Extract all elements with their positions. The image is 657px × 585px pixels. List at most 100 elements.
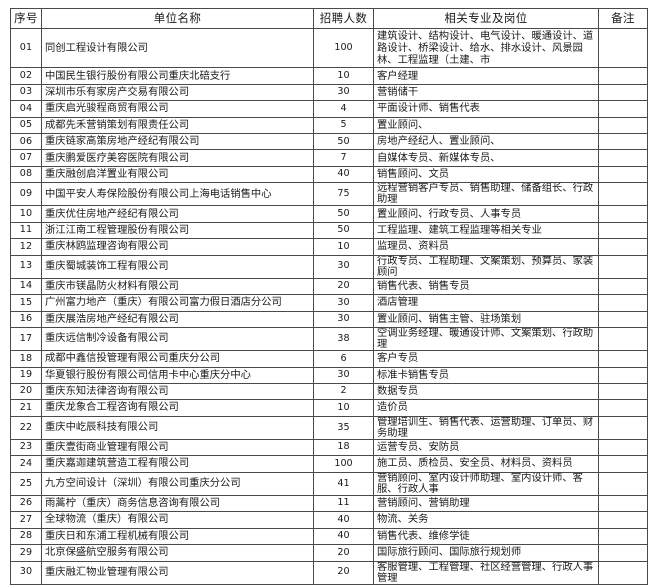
cell-headcount: 100: [313, 27, 374, 69]
cell-company-name: 重庆展浩房地产经纪有限公司: [41, 310, 314, 328]
table-row: 18 成都中鑫信投管理有限公司重庆分公司 6 客户专员: [10, 350, 648, 368]
cell-company-name: 重庆链家高策房地产经纪有限公司: [41, 132, 314, 151]
cell-sequence: 28: [10, 527, 42, 546]
document-page: 序号 单位名称 招聘人数 相关专业及岗位 备注 01 同创工程设计有限公司 100 建…: [10, 8, 648, 585]
table-row: 20 重庆东知法律咨询有限公司 2 数据专员: [10, 382, 648, 401]
cell-headcount: 38: [313, 326, 374, 352]
cell-sequence: 16: [10, 310, 42, 328]
table-row: 26 雨蒿柠（重庆）商务信息咨询有限公司 11 营销顾问、营销助理: [10, 494, 648, 513]
table-row: 16 重庆展浩房地产经纪有限公司 30 置业顾问、销售主管、驻场策划: [10, 310, 648, 328]
cell-remark: [598, 149, 648, 167]
cell-remark: [598, 294, 648, 312]
cell-company-name: 成都先禾营销策划有限责任公司: [41, 116, 314, 134]
cell-sequence: 08: [10, 165, 42, 184]
cell-company-name: 重庆中屹辰科技有限公司: [41, 415, 314, 440]
cell-company-name: 九方空间设计（深圳）有限公司重庆分公司: [41, 471, 314, 496]
cell-sequence: 18: [10, 350, 42, 368]
cell-majors-positions: 置业顾问、销售主管、驻场策划: [373, 310, 599, 328]
cell-headcount: 75: [313, 182, 374, 207]
cell-remark: [598, 116, 648, 134]
cell-majors-positions: 销售顾问、文员: [373, 165, 599, 184]
table-row: 17 重庆远信制冷设备有限公司 38 空调业务经理、暖通设计师、文案策划、行政助理: [10, 326, 648, 352]
cell-remark: [598, 83, 648, 102]
cell-sequence: 30: [10, 560, 42, 585]
cell-sequence: 22: [10, 415, 42, 440]
column-header-count: 招聘人数: [313, 8, 374, 29]
cell-majors-positions: 物流、关务: [373, 511, 599, 529]
cell-sequence: 09: [10, 182, 42, 207]
cell-majors-positions: 房地产经纪人、置业顾问、: [373, 132, 599, 151]
table-row: 01 同创工程设计有限公司 100 建筑设计、结构设计、电气设计、暖通设计、道路设计、…: [10, 27, 648, 69]
cell-remark: [598, 277, 648, 296]
table-row: 15 广州富力地产（重庆）有限公司富力假日酒店分公司 30 酒店管理: [10, 294, 648, 312]
cell-remark: [598, 100, 648, 118]
cell-majors-positions: 行政专员、工程助理、文案策划、预算员、家装顾问: [373, 254, 599, 279]
cell-headcount: 50: [313, 205, 374, 223]
cell-remark: [598, 165, 648, 184]
cell-headcount: 40: [313, 511, 374, 529]
cell-majors-positions: 建筑设计、结构设计、电气设计、暖通设计、道路设计、桥梁设计、给水、排水设计、风景…: [373, 27, 599, 69]
cell-majors-positions: 客户经理: [373, 67, 599, 85]
table-header: 序号 单位名称 招聘人数 相关专业及岗位 备注: [10, 8, 648, 29]
cell-sequence: 15: [10, 294, 42, 312]
table-body: 01 同创工程设计有限公司 100 建筑设计、结构设计、电气设计、暖通设计、道路设计、…: [10, 27, 648, 585]
cell-sequence: 20: [10, 382, 42, 401]
cell-remark: [598, 326, 648, 352]
cell-majors-positions: 销售代表、维修学徒: [373, 527, 599, 546]
cell-sequence: 10: [10, 205, 42, 223]
cell-headcount: 20: [313, 560, 374, 585]
cell-majors-positions: 施工员、质检员、安全员、材料员、资料员: [373, 455, 599, 473]
table-row: 25 九方空间设计（深圳）有限公司重庆分公司 41 营销顾问、室内设计师助理、室内设计…: [10, 471, 648, 496]
cell-company-name: 中国民生银行股份有限公司重庆北碚支行: [41, 67, 314, 85]
cell-sequence: 17: [10, 326, 42, 352]
cell-headcount: 2: [313, 382, 374, 401]
cell-headcount: 30: [313, 294, 374, 312]
table-row: 24 重庆嘉迦建筑营造工程有限公司 100 施工员、质检员、安全员、材料员、资料员: [10, 455, 648, 473]
table-row: 10 重庆优住房地产经纪有限公司 50 置业顾问、行政专员、人事专员: [10, 205, 648, 223]
cell-company-name: 中国平安人寿保险股份有限公司上海电话销售中心: [41, 182, 314, 207]
table-row: 13 重庆蜀城装饰工程有限公司 30 行政专员、工程助理、文案策划、预算员、家装顾问: [10, 254, 648, 279]
cell-headcount: 40: [313, 527, 374, 546]
table-row: 21 重庆龙象合工程咨询有限公司 10 造价员: [10, 399, 648, 417]
cell-company-name: 重庆远信制冷设备有限公司: [41, 326, 314, 352]
cell-remark: [598, 132, 648, 151]
cell-sequence: 25: [10, 471, 42, 496]
cell-company-name: 重庆启光骏程商贸有限公司: [41, 100, 314, 118]
cell-sequence: 24: [10, 455, 42, 473]
cell-majors-positions: 酒店管理: [373, 294, 599, 312]
cell-company-name: 华夏银行股份有限公司信用卡中心重庆分中心: [41, 366, 314, 384]
cell-sequence: 14: [10, 277, 42, 296]
cell-majors-positions: 营销顾问、室内设计师助理、室内设计师、客服、行政人事: [373, 471, 599, 496]
cell-headcount: 10: [313, 67, 374, 85]
cell-sequence: 12: [10, 238, 42, 256]
cell-majors-positions: 自媒体专员、新媒体专员、: [373, 149, 599, 167]
table-row: 06 重庆链家高策房地产经纪有限公司 50 房地产经纪人、置业顾问、: [10, 132, 648, 151]
cell-headcount: 100: [313, 455, 374, 473]
cell-remark: [598, 366, 648, 384]
cell-company-name: 广州富力地产（重庆）有限公司富力假日酒店分公司: [41, 294, 314, 312]
cell-remark: [598, 221, 648, 240]
cell-remark: [598, 382, 648, 401]
cell-company-name: 浙江江南工程管理股份有限公司: [41, 221, 314, 240]
cell-sequence: 07: [10, 149, 42, 167]
table-row: 30 重庆融汇物业管理有限公司 20 客服管理、工程管理、社区经营管理、行政人事管理: [10, 560, 648, 585]
cell-majors-positions: 置业顾问、行政专员、人事专员: [373, 205, 599, 223]
cell-majors-positions: 营销储干: [373, 83, 599, 102]
table-row: 28 重庆日和东浦工程机械有限公司 40 销售代表、维修学徒: [10, 527, 648, 546]
cell-headcount: 4: [313, 100, 374, 118]
cell-company-name: 雨蒿柠（重庆）商务信息咨询有限公司: [41, 494, 314, 513]
cell-remark: [598, 238, 648, 256]
cell-remark: [598, 494, 648, 513]
cell-sequence: 19: [10, 366, 42, 384]
cell-headcount: 35: [313, 415, 374, 440]
cell-headcount: 30: [313, 254, 374, 279]
table-row: 08 重庆融创启洋置业有限公司 40 销售顾问、文员: [10, 165, 648, 184]
table-row: 03 深圳市乐有家房产交易有限公司 30 营销储干: [10, 83, 648, 102]
cell-headcount: 20: [313, 277, 374, 296]
column-header-name: 单位名称: [41, 8, 314, 29]
cell-company-name: 深圳市乐有家房产交易有限公司: [41, 83, 314, 102]
table-row: 22 重庆中屹辰科技有限公司 35 管理培训生、销售代表、运营助理、订单员、财务助理: [10, 415, 648, 440]
cell-remark: [598, 415, 648, 440]
cell-company-name: 重庆优住房地产经纪有限公司: [41, 205, 314, 223]
cell-remark: [598, 544, 648, 562]
